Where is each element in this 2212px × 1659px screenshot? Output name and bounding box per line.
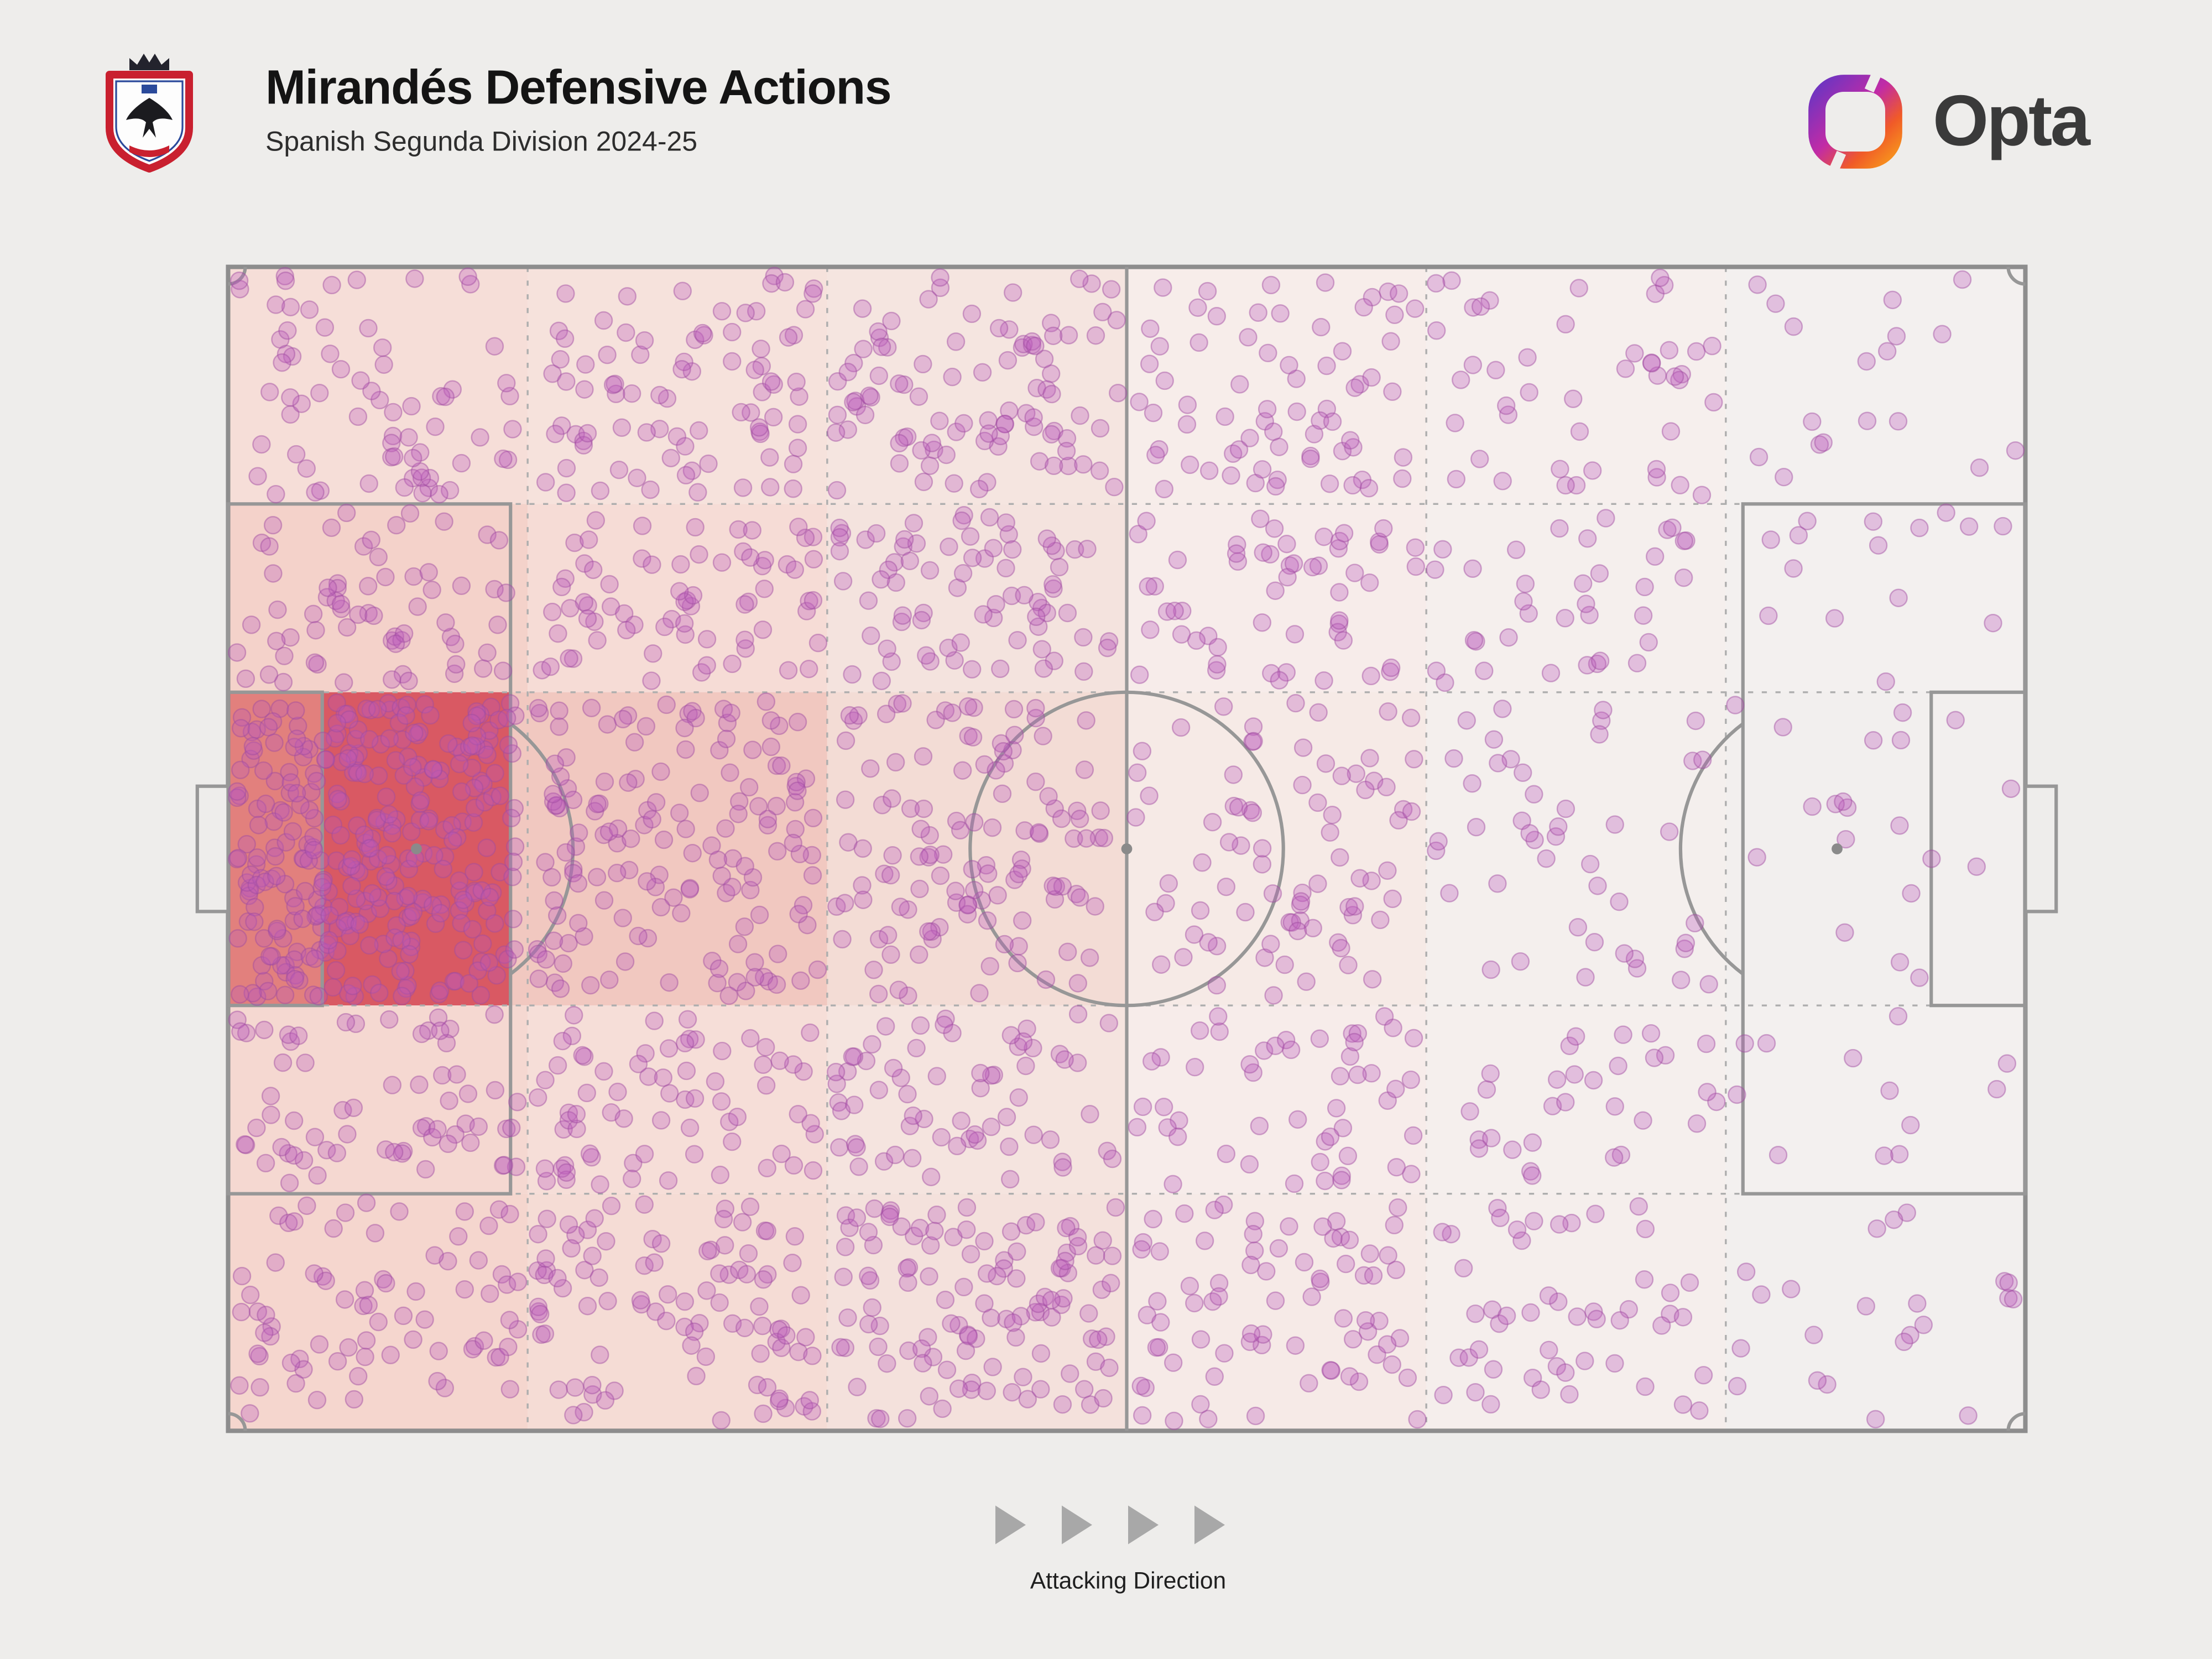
opta-wordmark: Opta bbox=[1933, 81, 2090, 162]
page-title: Mirandés Defensive Actions bbox=[265, 61, 892, 115]
goal-right bbox=[2023, 784, 2058, 914]
attack-arrow-icon bbox=[1062, 1505, 1092, 1545]
pitch-svg bbox=[195, 264, 2058, 1433]
center-spot bbox=[1121, 843, 1133, 854]
goal-left bbox=[195, 784, 230, 914]
heatmap-layer bbox=[228, 267, 2026, 1431]
opta-brand: Opta bbox=[1806, 72, 2090, 171]
pitch-spots bbox=[411, 843, 1843, 854]
club-crest-mirandes bbox=[106, 54, 193, 173]
attack-arrow-icon bbox=[1194, 1505, 1225, 1545]
crest-castle bbox=[142, 85, 157, 93]
defensive-actions-scatter-layer bbox=[227, 267, 2025, 1431]
crest-inner-line bbox=[115, 80, 184, 162]
crest-eagle bbox=[126, 98, 173, 138]
crest-crown bbox=[129, 54, 169, 70]
attacking-direction-label: Attacking Direction bbox=[1030, 1568, 1227, 1594]
page-subtitle: Spanish Segunda Division 2024-25 bbox=[265, 127, 698, 158]
penalty-spot-right bbox=[1832, 843, 1843, 854]
defensive-actions-pitch-chart bbox=[195, 264, 2058, 1433]
opta-logo-icon bbox=[1808, 72, 1902, 171]
attack-arrow-icon bbox=[995, 1505, 1026, 1545]
title-block: Mirandés Defensive Actions Spanish Segun… bbox=[265, 61, 892, 159]
crest-ribbon bbox=[129, 145, 169, 157]
penalty-spot-left bbox=[411, 843, 422, 854]
attack-arrow-icon bbox=[1128, 1505, 1159, 1545]
attacking-direction-arrows bbox=[995, 1505, 1225, 1545]
